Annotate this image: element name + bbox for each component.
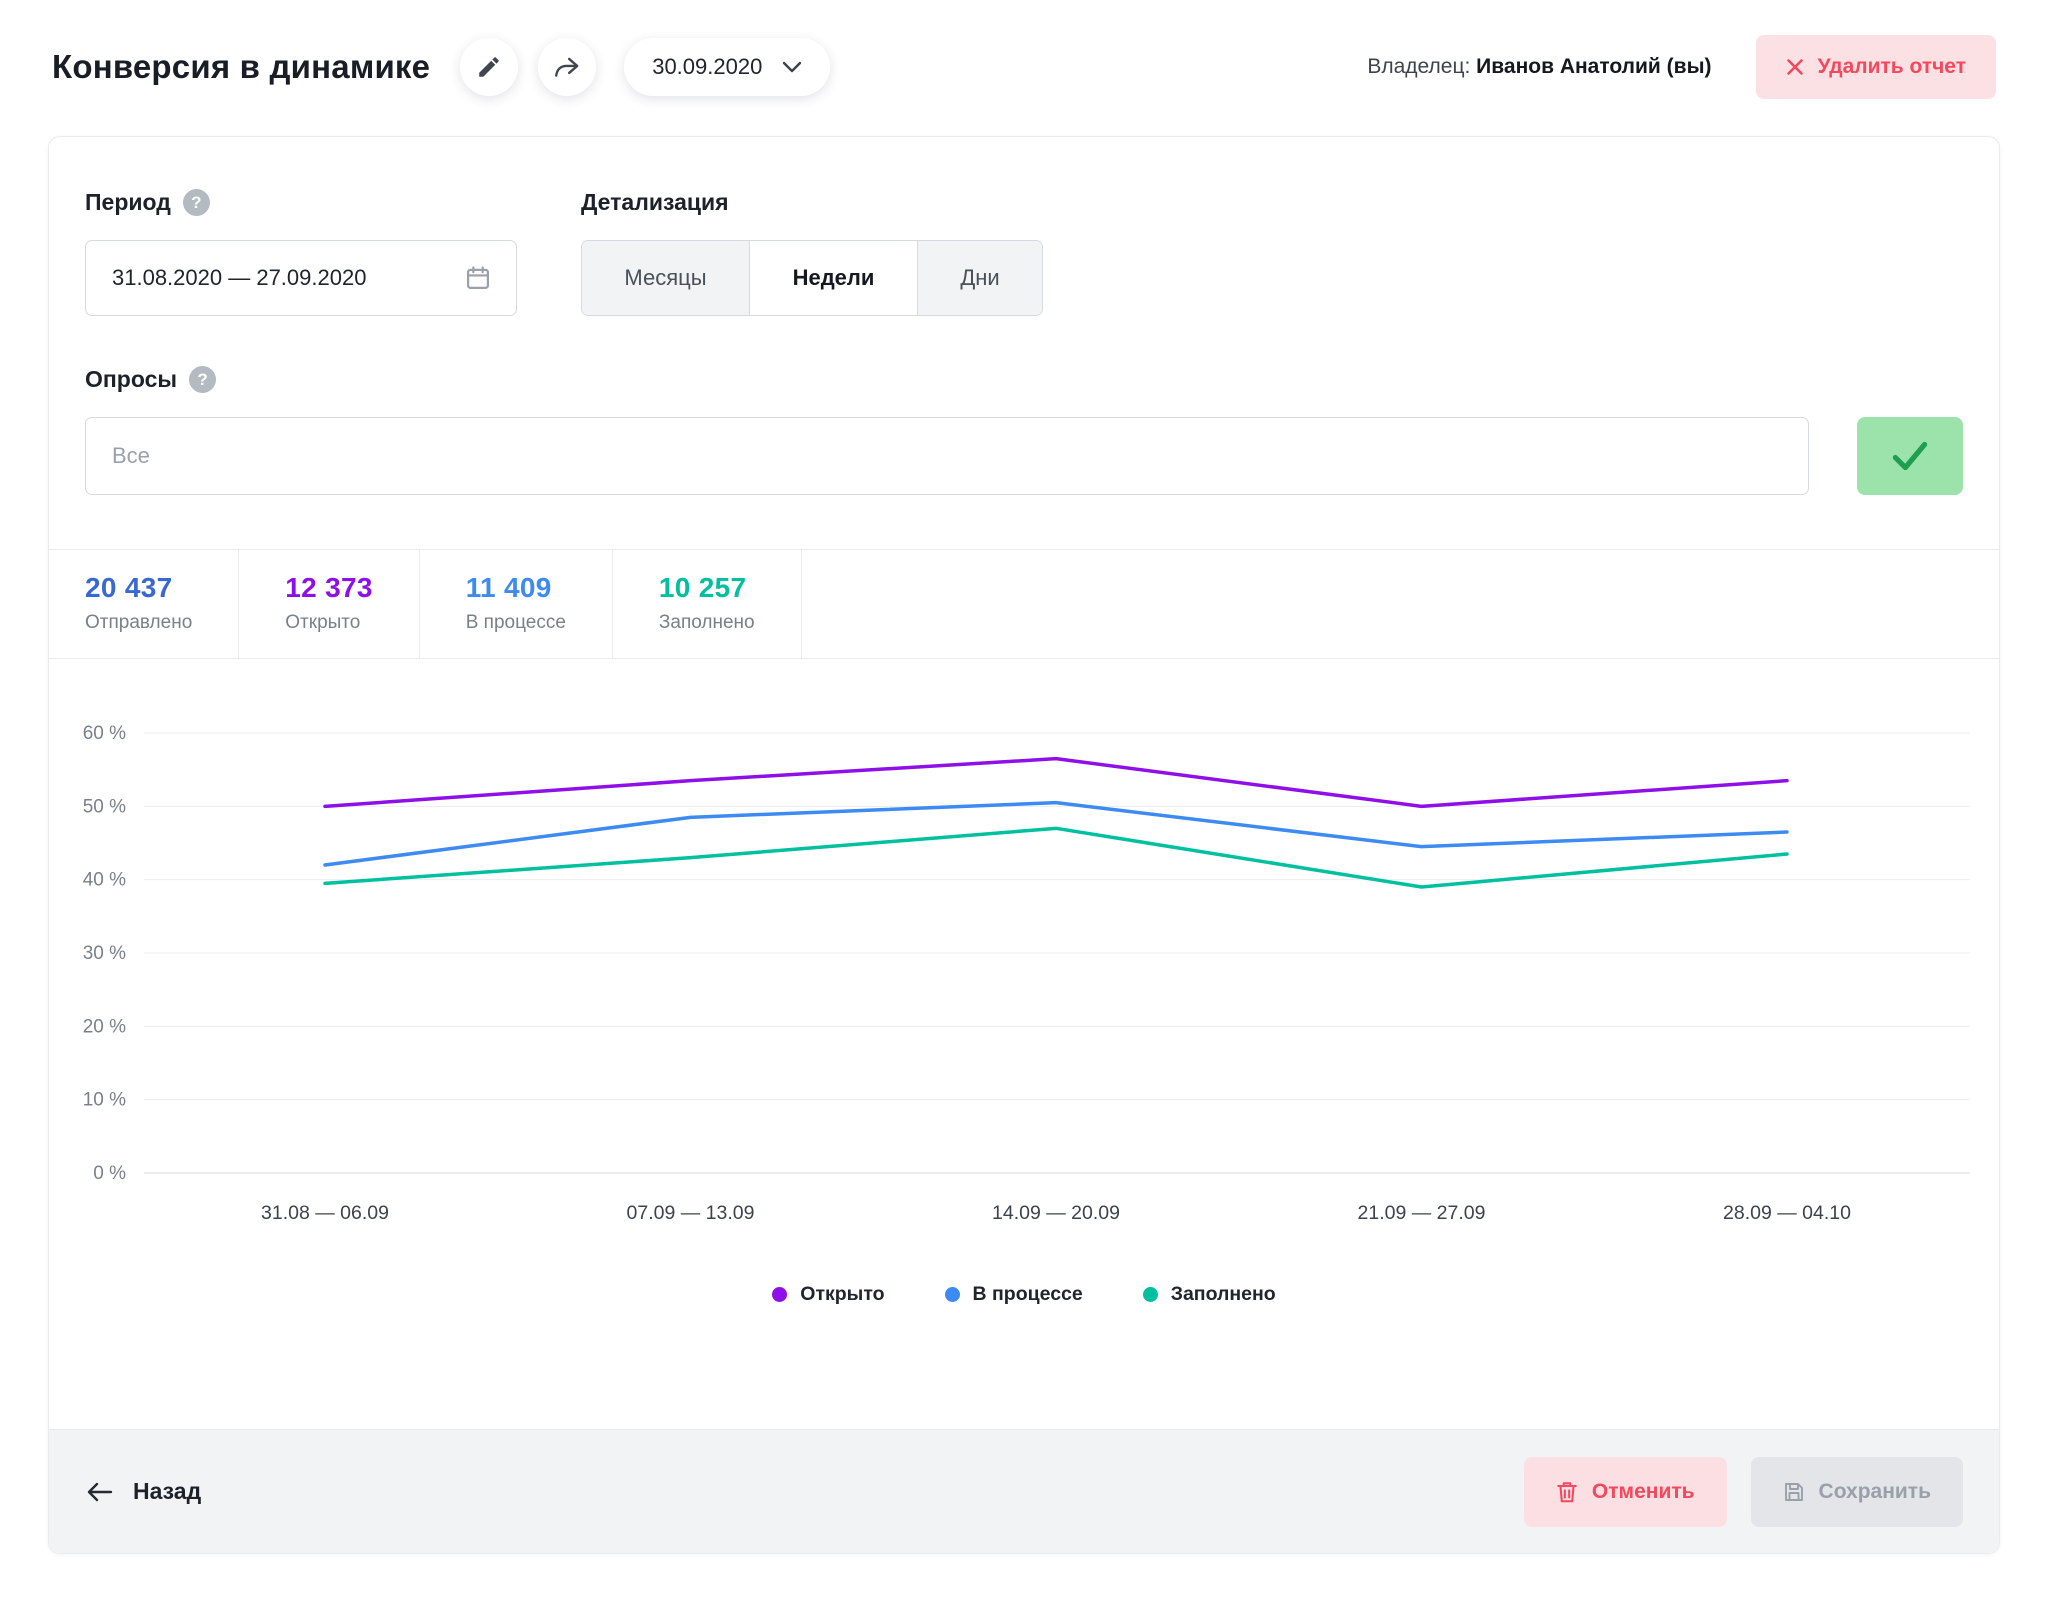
stat-completed-value: 10 257 — [658, 572, 747, 603]
conversion-line-chart: 60 % 50 % 40 % 30 % 20 % 10 % 0 % 31.08 — 06.09… — [83, 723, 1970, 1224]
legend-label: Открыто — [800, 1283, 885, 1305]
arrow-left-icon — [85, 1480, 115, 1504]
detail-option-weeks[interactable]: Недели — [750, 241, 918, 315]
detail-option-days[interactable]: Дни — [918, 241, 1042, 315]
page-title: Конверсия в динамике — [52, 48, 431, 85]
detail-field: Детализация Месяцы Недели Дни — [581, 189, 1043, 316]
legend-dot-icon — [944, 1287, 960, 1302]
stat-sent: 20 437 Отправлено — [49, 550, 240, 658]
apply-filters-button[interactable] — [1857, 417, 1963, 495]
filters-section: Период ? 31.08.2020 — 27.09.2020 Детализ… — [49, 137, 1999, 495]
period-help-icon[interactable]: ? — [182, 189, 210, 216]
owner-label: Владелец: — [1367, 55, 1471, 78]
stat-opened-label: Открыто — [285, 612, 361, 633]
report-date-dropdown[interactable]: 30.09.2020 — [624, 38, 831, 96]
back-label: Назад — [133, 1478, 202, 1504]
x-axis-tick: 31.08 — 06.09 — [261, 1202, 389, 1224]
legend-item[interactable]: Открыто — [772, 1283, 885, 1306]
owner-text: Владелец: Иванов Анатолий (вы) — [1367, 55, 1711, 79]
stat-in-progress-label: В процессе — [465, 612, 566, 633]
x-axis-tick: 21.09 — 27.09 — [1358, 1202, 1486, 1224]
detail-segmented-control: Месяцы Недели Дни — [581, 240, 1043, 316]
period-range-input[interactable]: 31.08.2020 — 27.09.2020 — [85, 240, 517, 316]
trash-icon — [1556, 1480, 1578, 1504]
period-label: Период — [85, 189, 171, 215]
legend-dot-icon — [772, 1287, 788, 1302]
y-axis-tick: 30 % — [83, 943, 126, 964]
x-axis-tick: 07.09 — 13.09 — [627, 1202, 755, 1224]
close-icon — [1786, 58, 1804, 76]
surveys-label: Опросы — [85, 366, 178, 392]
save-icon — [1783, 1481, 1805, 1503]
stat-sent-value: 20 437 — [85, 572, 173, 603]
stat-opened: 12 373 Открыто — [239, 550, 420, 658]
period-field: Период ? 31.08.2020 — 27.09.2020 — [85, 189, 517, 316]
save-button[interactable]: Сохранить — [1750, 1456, 1963, 1527]
report-date-value: 30.09.2020 — [652, 54, 763, 79]
owner-name: Иванов Анатолий (вы) — [1476, 55, 1712, 78]
stat-opened-value: 12 373 — [285, 572, 373, 603]
chevron-down-icon — [782, 61, 802, 73]
series-line — [323, 800, 1789, 867]
y-axis-tick: 0 % — [93, 1163, 126, 1184]
delete-report-label: Удалить отчет — [1817, 55, 1967, 78]
check-icon — [1890, 439, 1930, 473]
y-axis-tick: 60 % — [83, 723, 126, 744]
stats-row: 20 437 Отправлено 12 373 Открыто 11 409 … — [49, 549, 1999, 659]
surveys-input[interactable] — [85, 417, 1809, 495]
legend-item[interactable]: Заполнено — [1142, 1283, 1276, 1306]
share-report-button[interactable] — [538, 38, 597, 96]
series-line — [323, 826, 1789, 889]
cancel-button[interactable]: Отменить — [1523, 1456, 1727, 1527]
chart-section: 60 % 50 % 40 % 30 % 20 % 10 % 0 % 31.08 — 06.09… — [49, 659, 1999, 1306]
surveys-help-icon[interactable]: ? — [189, 366, 217, 393]
legend-item[interactable]: В процессе — [944, 1283, 1083, 1306]
stat-in-progress-value: 11 409 — [465, 572, 552, 603]
report-card: Период ? 31.08.2020 — 27.09.2020 Детализ… — [48, 136, 2000, 1554]
legend-label: Заполнено — [1170, 1283, 1276, 1305]
y-axis-tick: 40 % — [83, 870, 126, 891]
legend-dot-icon — [1142, 1287, 1158, 1302]
stat-in-progress: 11 409 В процессе — [420, 550, 613, 658]
stat-completed: 10 257 Заполнено — [613, 550, 802, 658]
share-icon — [553, 53, 581, 81]
y-axis-tick: 50 % — [83, 796, 126, 817]
legend-label: В процессе — [972, 1283, 1083, 1305]
chart-legend: Открыто В процессе Заполнено — [49, 1283, 1999, 1306]
back-button[interactable]: Назад — [85, 1478, 201, 1505]
y-axis-tick: 20 % — [83, 1016, 126, 1037]
card-footer: Назад Отменить Сохра — [49, 1429, 1999, 1553]
period-range-value: 31.08.2020 — 27.09.2020 — [112, 265, 367, 290]
calendar-icon — [464, 264, 492, 292]
y-axis-tick: 10 % — [83, 1090, 126, 1111]
x-axis-tick: 14.09 — 20.09 — [992, 1202, 1120, 1224]
report-header: Конверсия в динамике 30.09.2020 Владелец… — [0, 0, 2048, 100]
detail-option-months[interactable]: Месяцы — [582, 241, 750, 315]
edit-report-button[interactable] — [460, 38, 519, 96]
stat-sent-label: Отправлено — [85, 612, 193, 633]
series-line — [323, 756, 1789, 809]
cancel-label: Отменить — [1591, 1479, 1695, 1503]
delete-report-button[interactable]: Удалить отчет — [1755, 35, 1996, 99]
x-axis-tick: 28.09 — 04.10 — [1723, 1202, 1851, 1224]
save-label: Сохранить — [1818, 1479, 1931, 1503]
stat-completed-label: Заполнено — [658, 612, 755, 633]
pencil-icon — [476, 54, 502, 80]
detail-label: Детализация — [581, 189, 729, 215]
